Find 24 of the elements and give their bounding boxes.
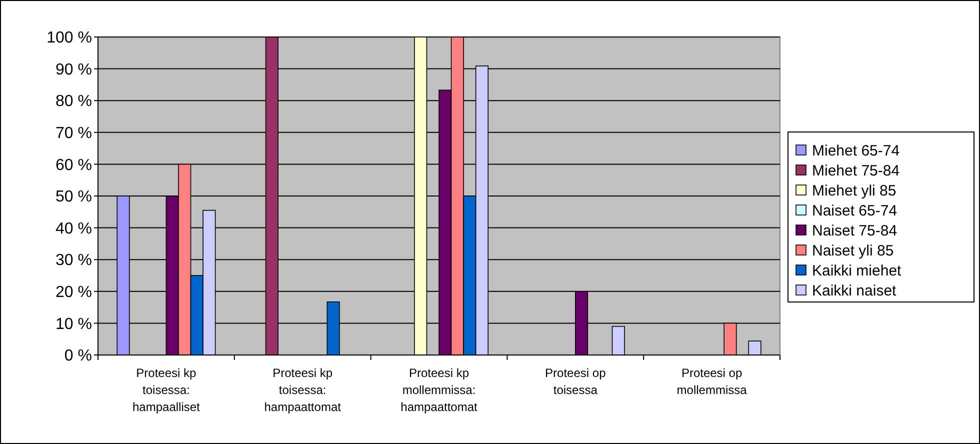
x-tick-label: Proteesi kp mollemmissa: hampaattomat [400, 366, 478, 414]
y-tick-label: 70 % [56, 125, 92, 142]
y-tick-label: 20 % [56, 284, 92, 301]
y-tick-label: 30 % [56, 252, 92, 270]
legend-label: Kaikki naiset [812, 282, 898, 300]
legend-label: Miehet yli 85 [812, 182, 896, 200]
y-tick-label: 50 % [56, 188, 92, 206]
y-tick-label: 60 % [56, 156, 92, 174]
y-tick-label: 90 % [56, 61, 92, 78]
x-tick-label: Proteesi op mollemmissa [676, 366, 748, 397]
y-tick-label: 10 % [56, 316, 92, 333]
x-tick-label: Proteesi kp toisessa: hampaattomat [264, 366, 342, 414]
y-tick-label: 40 % [56, 220, 92, 238]
legend-label: Kaikki miehet [812, 262, 902, 280]
legend-label: Miehet 65-74 [812, 142, 900, 160]
legend-label: Naiset 75-84 [812, 222, 898, 240]
x-tick-label: Proteesi op toisessa [545, 366, 606, 397]
y-tick-label: 80 % [56, 93, 92, 110]
legend-label: Naiset yli 85 [812, 242, 894, 260]
legend-label: Naiset 65-74 [812, 202, 898, 220]
legend-label: Miehet 75-84 [812, 162, 900, 180]
y-tick-label: 100 % [46, 30, 92, 47]
x-tick-label: Proteesi kp toisessa: hampaalliset [132, 366, 201, 414]
y-tick-label: 0 % [64, 348, 92, 365]
